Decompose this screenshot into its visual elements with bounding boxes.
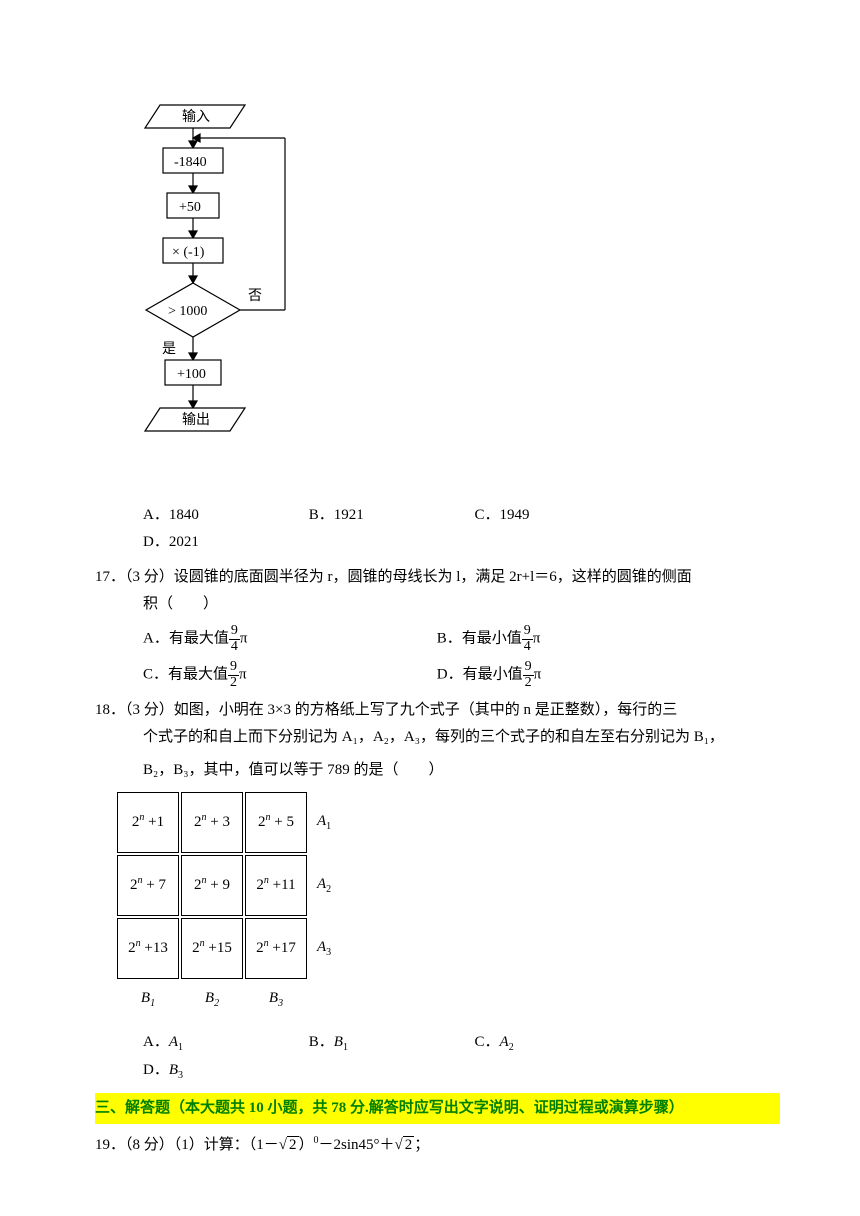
grid-r3c2: 2n +15 [181,918,243,979]
q17-opt-a: A．有最大值94π [143,624,433,654]
flowchart-diagram: 输入 -1840 +50 × (-1) > 1000 否 [130,100,780,490]
q18: 18．（3 分）如图，小明在 3×3 的方格纸上写了九个式子（其中的 n 是正整… [95,697,780,1085]
flow-output: 输出 [182,412,210,428]
q16-opt-b: B．1921 [309,502,471,529]
q18-stem3: B₂，B₃，其中，值可以等于 789 的是（ ） [143,757,780,784]
q18-grid: 2n +1 2n + 3 2n + 5 A1 2n + 7 2n + 9 2n … [115,790,373,1019]
q19: 19．（8 分）（1）计算：（1－2）0－2sin45°＋2； [95,1132,780,1159]
q16-opt-c: C．1949 [475,502,637,529]
section-3-header: 三、解答题（本大题共 10 小题，共 78 分.解答时应写出文字说明、证明过程或… [95,1093,780,1124]
grid-r1c2: 2n + 3 [181,792,243,853]
q19-pre: 19．（8 分）（1）计算：（1－ [95,1137,279,1153]
flow-decision: > 1000 [168,304,207,319]
grid-b2: B2 [181,981,243,1017]
q17-stem2: 积（ ） [143,591,780,618]
q17-opt-c: C．有最大值92π [143,660,433,690]
flow-no: 否 [248,289,262,304]
grid-r1c3: 2n + 5 [245,792,307,853]
grid-r1c1: 2n +1 [117,792,179,853]
grid-r2c3: 2n +11 [245,855,307,916]
grid-r3c3: 2n +17 [245,918,307,979]
q16-opt-d: D．2021 [143,529,283,556]
grid-b3: B3 [245,981,307,1017]
q16-options: A．1840 B．1921 C．1949 D．2021 [143,502,780,556]
q18-opt-b: B．B1 [309,1029,471,1057]
q18-opt-a: A．A1 [143,1029,305,1057]
flow-step1: -1840 [174,155,207,170]
q17-stem: 17．（3 分）设圆锥的底面圆半径为 r，圆锥的母线长为 l，满足 2r+l＝6… [95,564,780,591]
grid-b1: B1 [117,981,179,1017]
sqrt-icon: 2 [395,1132,415,1159]
q17: 17．（3 分）设圆锥的底面圆半径为 r，圆锥的母线长为 l，满足 2r+l＝6… [95,564,780,691]
q18-stem1: 18．（3 分）如图，小明在 3×3 的方格纸上写了九个式子（其中的 n 是正整… [95,697,780,724]
flow-step4: +100 [177,367,206,382]
grid-r2c2: 2n + 9 [181,855,243,916]
q16-opt-a: A．1840 [143,502,305,529]
q17-opt-d: D．有最小值92π [437,660,707,690]
flow-step3: × (-1) [172,245,205,260]
grid-a1: A1 [309,792,371,853]
grid-a2: A2 [309,855,371,916]
flow-yes: 是 [162,342,176,357]
q18-options: A．A1 B．B1 C．A2 D．B3 [143,1029,780,1085]
sqrt-icon: 2 [279,1132,299,1159]
grid-r2c1: 2n + 7 [117,855,179,916]
q17-opt-b: B．有最小值94π [437,624,707,654]
q18-stem2: 个式子的和自上而下分别记为 A₁，A₂，A₃，每列的三个式子的和自左至右分别记为… [143,724,780,751]
grid-a3: A3 [309,918,371,979]
flow-input: 输入 [182,109,210,125]
flow-step2: +50 [179,200,201,215]
q18-opt-c: C．A2 [475,1029,637,1057]
grid-r3c1: 2n +13 [117,918,179,979]
q18-opt-d: D．B3 [143,1057,283,1085]
